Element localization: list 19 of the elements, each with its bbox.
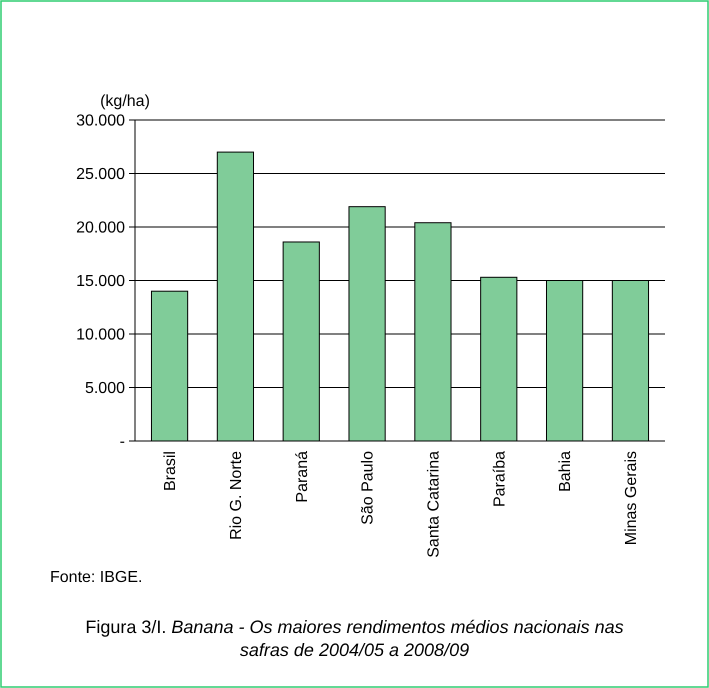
x-tick-label: Paraíba bbox=[491, 450, 508, 508]
y-tick-label: 20.000 bbox=[76, 220, 126, 237]
x-tick-label: Santa Catarina bbox=[426, 450, 443, 558]
x-tick-label: Bahia bbox=[557, 450, 574, 492]
x-tick-label: Brasil bbox=[162, 451, 180, 492]
y-axis-title: (kg/ha) bbox=[100, 93, 150, 110]
text: Figura 3/I. bbox=[85, 617, 166, 637]
x-tick-label: São Paulo bbox=[360, 450, 377, 525]
x-tick-label: Minas Gerais bbox=[623, 451, 640, 546]
x-tick-label: Rio G. Norte bbox=[228, 450, 246, 540]
x-tick-label: Paraná bbox=[294, 450, 311, 503]
y-tick-label: 15.000 bbox=[76, 273, 126, 290]
y-tick-label: 30.000 bbox=[76, 112, 126, 130]
source-note: Fonte: IBGE. bbox=[50, 569, 142, 586]
y-tick-label: 5.000 bbox=[84, 380, 126, 398]
y-tick-label: 10.000 bbox=[76, 326, 126, 344]
text: Banana - Os maiores rendimentos médios nacionais nas safras de 2004/05 a 2008/09 bbox=[171, 617, 624, 660]
y-tick-label: - bbox=[120, 434, 125, 451]
y-tick-label: 25.000 bbox=[76, 166, 126, 184]
